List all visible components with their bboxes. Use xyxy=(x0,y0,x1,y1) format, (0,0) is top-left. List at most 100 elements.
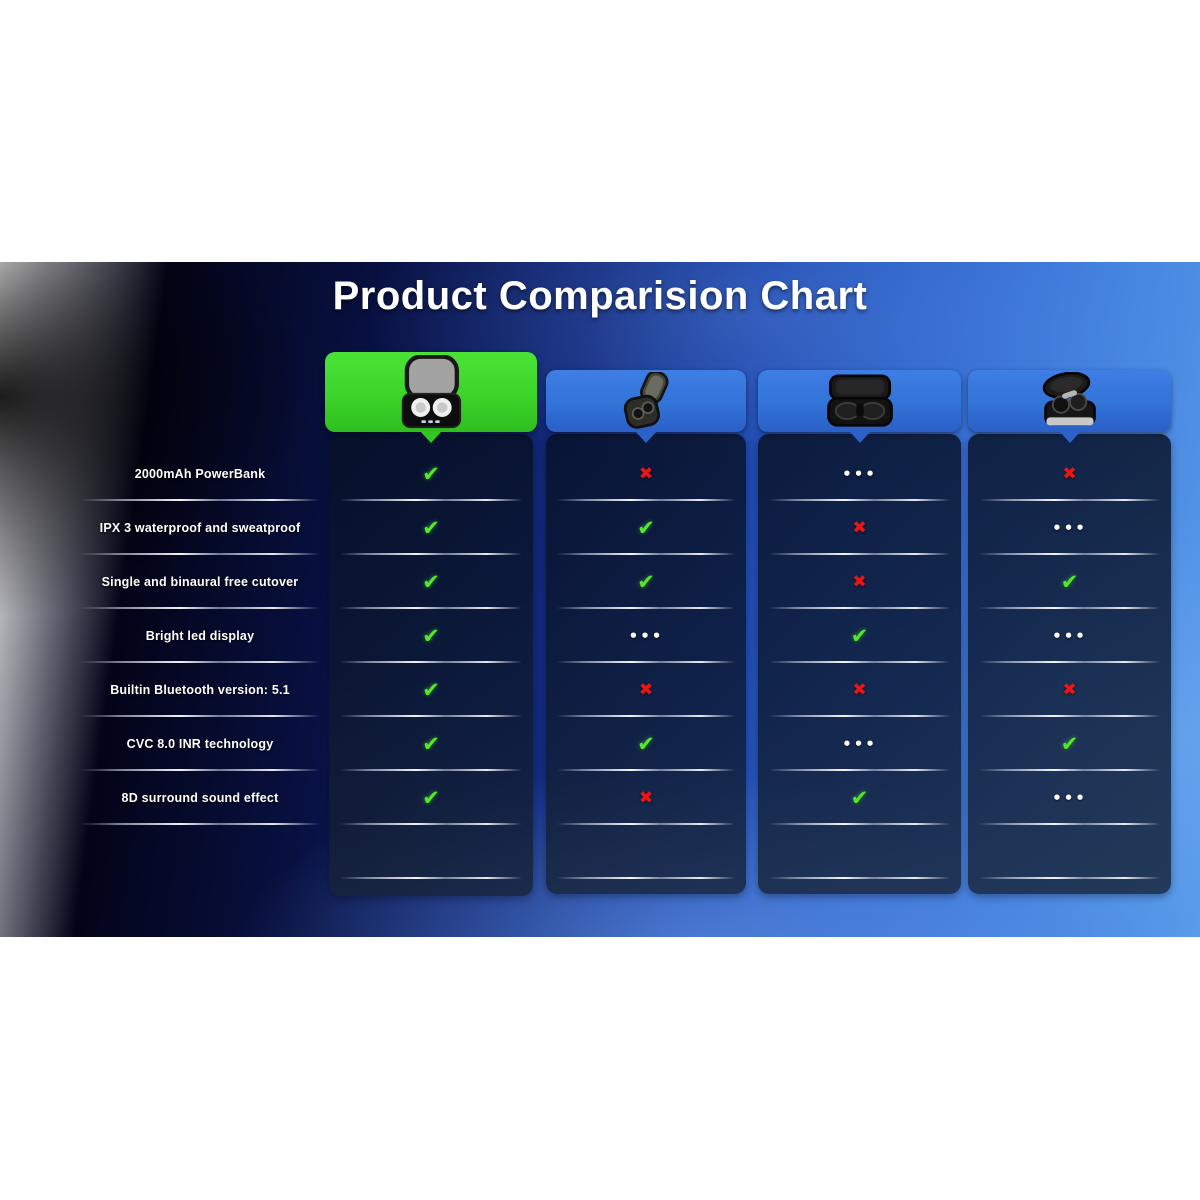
earbuds-compact-case-open-angled-icon xyxy=(623,372,669,429)
divider xyxy=(977,499,1162,501)
divider xyxy=(977,607,1162,609)
header-pointer xyxy=(635,431,657,443)
feature-label: Builtin Bluetooth version: 5.1 xyxy=(110,683,290,697)
cell-r2-c0: ✔ xyxy=(422,569,440,594)
divider xyxy=(78,661,322,663)
divider xyxy=(338,607,524,609)
feature-label: 8D surround sound effect xyxy=(121,791,279,805)
divider xyxy=(767,499,952,501)
cell-r4-c0: ✔ xyxy=(422,677,440,702)
divider xyxy=(767,823,952,825)
cell-r3-c3: ••• xyxy=(1052,626,1087,645)
divider xyxy=(977,553,1162,555)
divider xyxy=(767,553,952,555)
header-pointer xyxy=(1058,431,1081,443)
cell-r5-c0: ✔ xyxy=(422,731,440,756)
product-2-header xyxy=(546,370,746,443)
divider xyxy=(977,769,1162,771)
earbuds-open-case-led-display-icon xyxy=(401,355,462,429)
cell-r6-c2: ✔ xyxy=(850,785,869,810)
cell-r3-c0: ✔ xyxy=(422,623,440,648)
earbuds-flat-case-open-icon xyxy=(826,374,893,427)
feature-row: Bright led display xyxy=(60,609,340,663)
feature-label: 2000mAh PowerBank xyxy=(134,467,266,481)
cell-r5-c2: ••• xyxy=(842,734,877,753)
divider xyxy=(338,553,524,555)
cell-r0-c1: ✖ xyxy=(638,463,654,484)
divider xyxy=(338,499,524,501)
cell-r0-c2: ••• xyxy=(842,464,877,483)
header-pointer xyxy=(420,431,442,443)
divider xyxy=(555,877,737,879)
divider xyxy=(555,769,737,771)
feature-label: IPX 3 waterproof and sweatproof xyxy=(99,521,301,535)
product-1-feature-cells: ✔ ✔ ✔ ✔ ✔ ✔ ✔ xyxy=(329,434,533,896)
divider xyxy=(338,877,524,879)
divider xyxy=(977,715,1162,717)
comparison-banner: Product Comparision Chart 2000mAh PowerB… xyxy=(0,262,1200,937)
product-column-3: ••• ✖ ✖ ✔ ✖ ••• ✔ xyxy=(758,262,961,937)
cell-r4-c3: ✖ xyxy=(1062,679,1077,700)
divider xyxy=(555,823,737,825)
cell-r5-c1: ✔ xyxy=(637,731,655,756)
feature-row: Single and binaural free cutover xyxy=(60,555,340,609)
divider xyxy=(555,715,737,717)
divider xyxy=(78,769,322,771)
product-column-1: ✔ ✔ ✔ ✔ ✔ ✔ ✔ xyxy=(325,262,537,937)
product-3-feature-cells: ••• ✖ ✖ ✔ ✖ ••• ✔ xyxy=(758,434,961,894)
cell-r2-c1: ✔ xyxy=(637,569,655,594)
product-4-feature-cells: ✖ ••• ✔ ••• ✖ ✔ ••• xyxy=(968,434,1171,894)
divider xyxy=(555,499,737,501)
feature-labels-rail: 2000mAh PowerBank IPX 3 waterproof and s… xyxy=(60,447,340,825)
product-column-4: ✖ ••• ✔ ••• ✖ ✔ ••• xyxy=(968,262,1171,937)
product-column-2: ✖ ✔ ✔ ••• ✖ ✔ ✖ xyxy=(546,262,746,937)
divider xyxy=(767,715,952,717)
divider xyxy=(338,823,524,825)
cell-r1-c0: ✔ xyxy=(422,515,440,540)
product-2-feature-cells: ✖ ✔ ✔ ••• ✖ ✔ ✖ xyxy=(546,434,746,894)
feature-label: Bright led display xyxy=(145,629,255,643)
header-pointer xyxy=(848,431,871,443)
cell-r1-c2: ✖ xyxy=(852,517,867,538)
divider xyxy=(767,877,952,879)
divider xyxy=(78,823,322,825)
divider xyxy=(767,661,952,663)
divider xyxy=(78,715,322,717)
cell-r4-c1: ✖ xyxy=(638,679,654,700)
feature-row: Builtin Bluetooth version: 5.1 xyxy=(60,663,340,717)
cell-r2-c3: ✔ xyxy=(1060,569,1079,594)
divider xyxy=(767,607,952,609)
divider xyxy=(977,823,1162,825)
earbuds-case-stem-earbuds-icon xyxy=(1042,372,1096,426)
divider xyxy=(555,553,737,555)
feature-row: IPX 3 waterproof and sweatproof xyxy=(60,501,340,555)
feature-row: 8D surround sound effect xyxy=(60,771,340,825)
cell-r1-c1: ✔ xyxy=(637,515,655,540)
feature-row: CVC 8.0 INR technology xyxy=(60,717,340,771)
divider xyxy=(338,769,524,771)
cell-r4-c2: ✖ xyxy=(852,679,867,700)
cell-r1-c3: ••• xyxy=(1052,518,1087,537)
page-title: Product Comparision Chart xyxy=(332,274,868,318)
divider xyxy=(78,553,322,555)
divider xyxy=(767,769,952,771)
cell-r0-c3: ✖ xyxy=(1062,463,1077,484)
divider xyxy=(555,661,737,663)
feature-label: CVC 8.0 INR technology xyxy=(126,737,274,751)
product-4-header xyxy=(968,370,1171,443)
divider xyxy=(338,715,524,717)
divider xyxy=(338,661,524,663)
cell-r6-c1: ✖ xyxy=(638,787,654,808)
cell-r0-c0: ✔ xyxy=(422,461,440,486)
cell-r3-c2: ✔ xyxy=(850,623,869,648)
cell-r3-c1: ••• xyxy=(628,626,664,645)
cell-r6-c3: ••• xyxy=(1052,788,1087,807)
cell-r2-c2: ✖ xyxy=(852,571,867,592)
cell-r5-c3: ✔ xyxy=(1060,731,1079,756)
product-3-header xyxy=(758,370,961,443)
feature-label: Single and binaural free cutover xyxy=(101,575,299,589)
divider xyxy=(977,877,1162,879)
divider xyxy=(977,661,1162,663)
feature-row: 2000mAh PowerBank xyxy=(60,447,340,501)
divider xyxy=(78,499,322,501)
